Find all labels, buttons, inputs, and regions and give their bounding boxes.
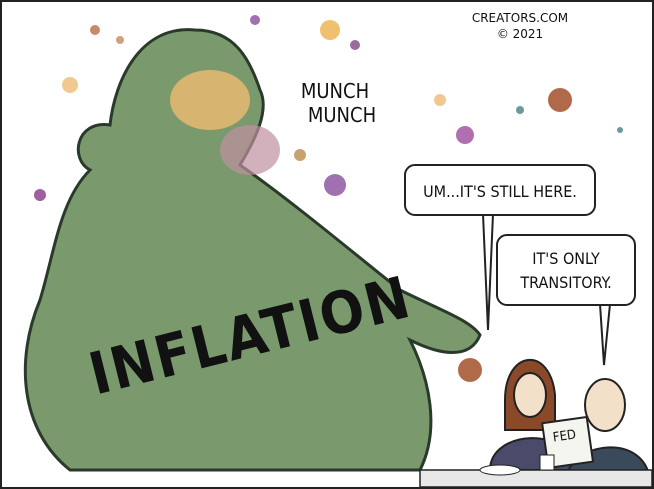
speech-text: TRANSITORY. [519,273,611,292]
food-stain [220,125,280,175]
food [170,70,250,130]
newspaper-title: FED [552,427,577,445]
speech-text: UM...IT'S STILL HERE. [423,182,577,201]
sound-effect: MUNCH [308,103,376,127]
table [420,470,652,487]
cup [540,455,554,470]
credit-year: © 2021 [497,27,543,41]
cartoon: INFLATION MUNCH MUNCH CREATORS.COM © 202… [0,0,654,489]
speech-bubble [497,235,635,305]
plate [480,465,520,475]
speech-text: IT'S ONLY [532,249,600,268]
fork-food [458,358,482,382]
credit-site: CREATORS.COM [472,11,568,25]
sound-effect: MUNCH [301,79,369,103]
